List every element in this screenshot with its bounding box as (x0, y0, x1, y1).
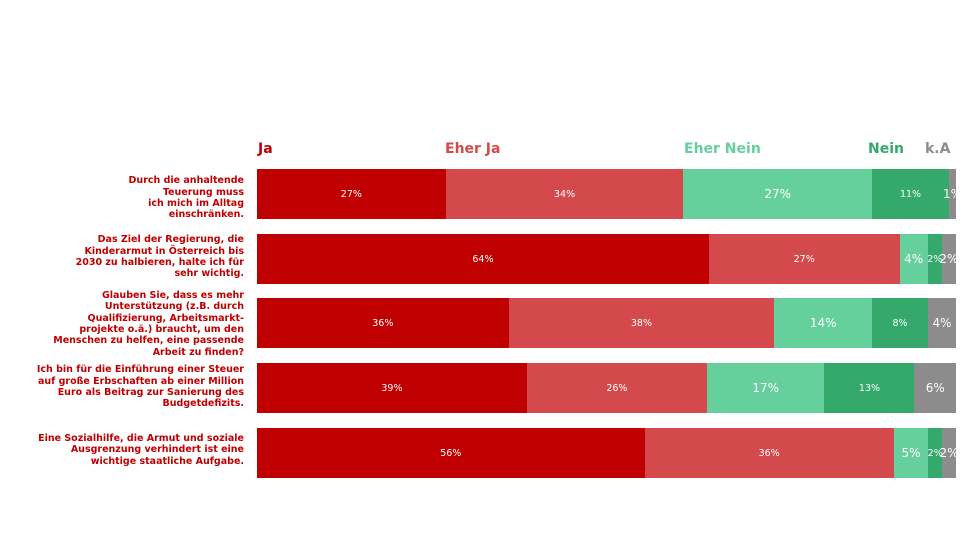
data-label: 2% (939, 252, 959, 266)
data-label: 38% (630, 317, 652, 329)
category-label: Glauben Sie, dass es mehr Unterstützung (… (53, 290, 244, 358)
data-label: 5% (901, 446, 921, 460)
data-label: 4% (904, 252, 924, 266)
bar-segment-k-a: 6% (914, 363, 956, 413)
category-label: Das Ziel der Regierung, die Kinderarmut i… (75, 234, 244, 280)
bar-segment-ja: 64% (257, 234, 709, 284)
data-label: 27% (764, 187, 792, 201)
bar-segment-eher-nein: 5% (893, 428, 929, 478)
legend-eher-ja: Eher Ja (445, 141, 501, 157)
bar-segment-ja: 39% (257, 363, 527, 413)
bar-segment-eher-nein: 17% (706, 363, 825, 413)
data-label: 1% (942, 187, 960, 201)
data-label: 34% (553, 188, 576, 200)
bar-segment-k-a: 2% (939, 234, 959, 284)
bar-segment-nein: 2% (927, 428, 943, 478)
data-label: 2% (939, 446, 959, 460)
bar-segment-eher-nein: 4% (899, 234, 928, 284)
data-label: 13% (858, 382, 881, 394)
bar-segment-eher-ja: 38% (508, 298, 775, 348)
data-label: 56% (440, 447, 462, 459)
bar-segment-k-a: 2% (939, 428, 959, 478)
bar-segment-eher-ja: 27% (708, 234, 900, 284)
data-label: 14% (809, 316, 837, 330)
data-label: 17% (752, 381, 779, 395)
bar-segment-ja: 56% (257, 428, 645, 478)
legend-ka: k.A (925, 141, 951, 157)
bar-segment-eher-nein: 14% (774, 298, 873, 348)
bar-row: 56% 36% 5% 2% 2% (257, 428, 959, 478)
data-label: 27% (340, 188, 362, 200)
data-label: 39% (381, 382, 403, 394)
category-label: Eine Sozialhilfe, die Armut und soziale A… (38, 433, 244, 467)
category-label: Durch die anhaltende Teuerung muss ich mic… (128, 175, 244, 221)
bar-segment-eher-ja: 26% (526, 363, 707, 413)
bar-row: 36% 38% 14% 8% 4% (257, 298, 956, 348)
bar-segment-ja: 27% (257, 169, 446, 219)
data-label: 26% (606, 382, 628, 394)
bar-segment-eher-nein: 27% (683, 169, 873, 219)
legend-ja: Ja (258, 141, 273, 157)
legend-nein: Nein (868, 141, 904, 157)
data-label: 36% (758, 447, 780, 459)
bar-segment-k-a: 4% (928, 298, 956, 348)
data-label: 2% (927, 253, 943, 265)
data-label: 11% (899, 188, 922, 200)
bar-segment-eher-ja: 34% (445, 169, 684, 219)
bar-segment-nein: 8% (872, 298, 928, 348)
bar-segment-ja: 36% (257, 298, 509, 348)
data-label: 8% (892, 317, 908, 329)
bar-segment-eher-ja: 36% (644, 428, 894, 478)
category-label: Ich bin für die Einführung einer Steuer a… (36, 364, 244, 410)
bar-row: 64% 27% 4% 2% 2% (257, 234, 959, 284)
bar-row: 39% 26% 17% 13% 6% (257, 363, 956, 413)
data-label: 64% (472, 253, 494, 265)
bar-row: 27% 34% 27% 11% 1% (257, 169, 960, 219)
bar-segment-nein: 13% (824, 363, 915, 413)
bar-segment-nein: 2% (927, 234, 943, 284)
legend-eher-nein: Eher Nein (684, 141, 761, 157)
bar-segment-nein: 11% (872, 169, 949, 219)
data-label: 36% (372, 317, 394, 329)
bar-segment-k-a: 1% (943, 169, 960, 219)
data-label: 2% (927, 447, 943, 459)
data-label: 4% (932, 316, 952, 330)
data-label: 27% (793, 253, 815, 265)
data-label: 6% (925, 381, 945, 395)
